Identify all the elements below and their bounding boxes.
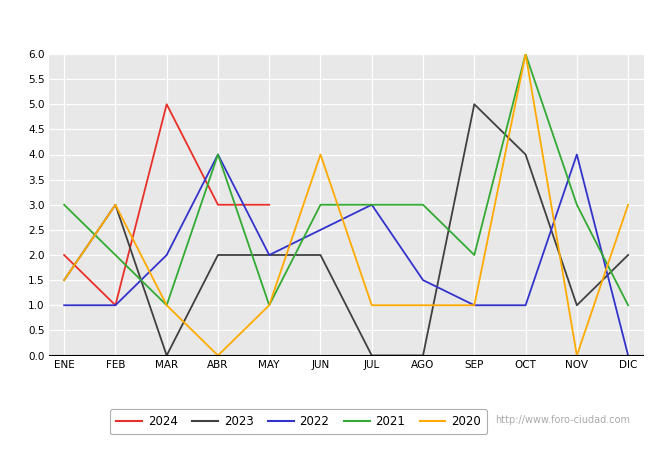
Legend: 2024, 2023, 2022, 2021, 2020: 2024, 2023, 2022, 2021, 2020 [110,409,487,434]
Text: Matriculaciones de Vehiculos en El Carpio de Tajo: Matriculaciones de Vehiculos en El Carpi… [136,15,514,30]
Text: http://www.foro-ciudad.com: http://www.foro-ciudad.com [495,415,630,425]
